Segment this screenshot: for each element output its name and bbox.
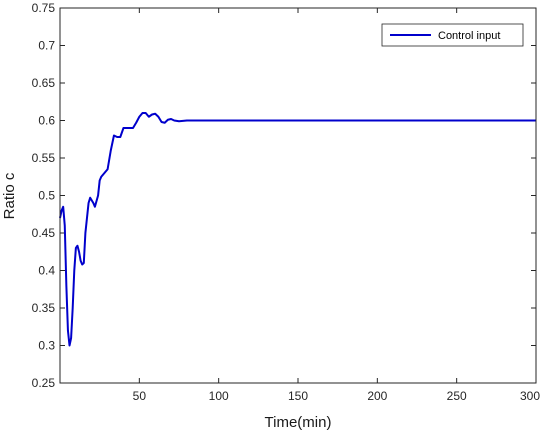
x-tick-label: 100 <box>209 389 229 403</box>
y-axis-label: Ratio c <box>1 172 18 219</box>
x-tick-label: 250 <box>447 389 467 403</box>
series-layer <box>59 112 536 347</box>
y-tick-label: 0.35 <box>32 301 56 315</box>
plot-frame <box>59 7 537 384</box>
y-axis-ticks: 0.25 0.3 0.35 0.4 0.45 0.5 0.55 0.6 0.65 0.7 0.75 <box>32 1 536 390</box>
x-axis-label: Time(min) <box>265 414 332 431</box>
x-tick-label: 50 <box>133 389 147 403</box>
legend: Control input <box>381 23 524 47</box>
legend-box <box>381 23 524 47</box>
y-tick-label: 0.4 <box>38 264 55 278</box>
y-tick-label: 0.25 <box>32 376 56 390</box>
legend-label: Control input <box>438 30 500 42</box>
y-tick-label: 0.5 <box>38 189 55 203</box>
y-tick-label: 0.55 <box>32 151 56 165</box>
y-tick-label: 0.6 <box>38 114 55 128</box>
plot-area <box>60 8 536 383</box>
x-axis-ticks: 50 100 150 200 250 300 <box>133 8 540 403</box>
y-tick-label: 0.45 <box>32 226 56 240</box>
y-tick-label: 0.7 <box>38 39 55 53</box>
x-tick-label: 300 <box>520 389 540 403</box>
y-tick-label: 0.75 <box>32 1 56 15</box>
x-tick-label: 150 <box>288 389 308 403</box>
x-tick-label: 200 <box>367 389 387 403</box>
y-tick-label: 0.65 <box>32 76 56 90</box>
y-tick-label: 0.3 <box>38 339 55 353</box>
series-line-control-input <box>59 112 536 347</box>
